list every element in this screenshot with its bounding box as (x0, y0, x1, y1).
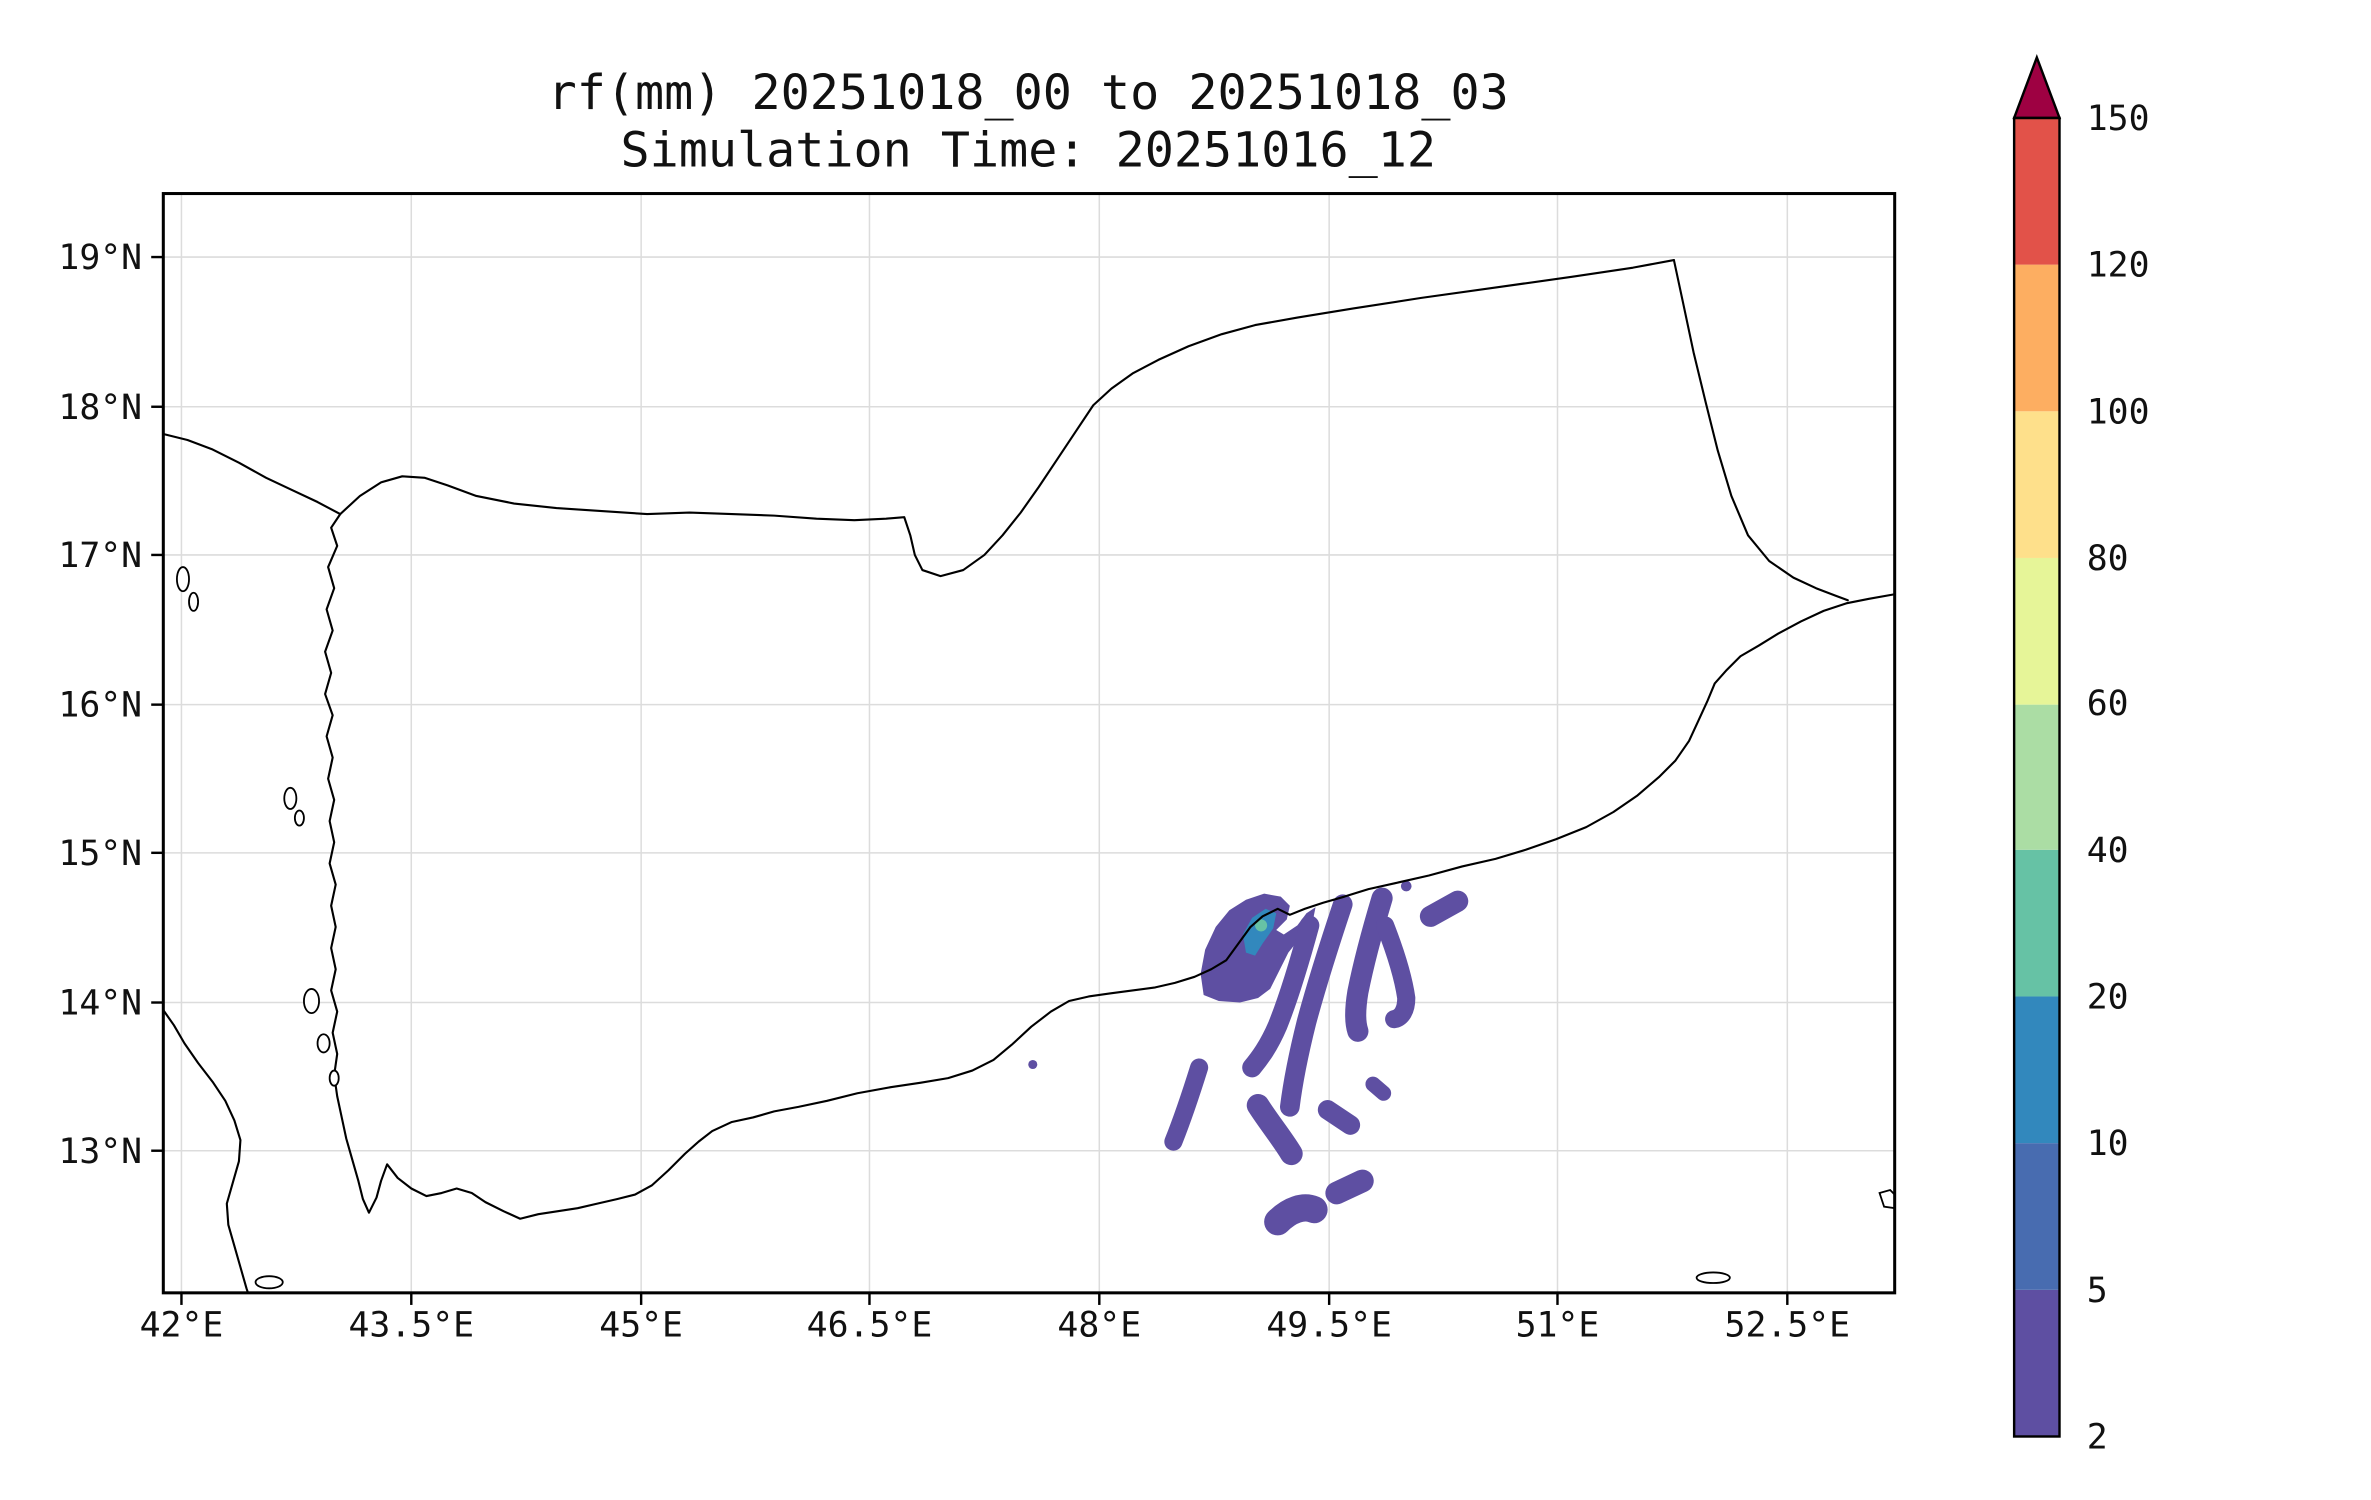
coastline-arabian-south (163, 432, 1895, 1220)
rain-streak (1164, 1058, 1209, 1151)
coastlines-borders (163, 259, 1895, 1293)
y-axis-tick-label: 17°N (58, 536, 142, 576)
y-axis-tick-label: 18°N (58, 388, 142, 428)
colorbar-tick-label: 2 (2087, 1418, 2108, 1458)
colorbar-segment (2014, 557, 2060, 705)
island (1695, 1271, 1731, 1284)
island (254, 1275, 284, 1290)
x-axis-tick-label: 42°E (140, 1306, 224, 1346)
rain-patch-offshore (1419, 890, 1469, 927)
rain-patch (1365, 1076, 1392, 1101)
axis-ticks (151, 255, 1789, 1305)
colorbar-tick-label: 40 (2087, 831, 2129, 871)
y-axis-tick-label: 19°N (58, 238, 142, 278)
border-yemen-saudi (339, 259, 1675, 578)
rain-patch-core (1242, 908, 1277, 956)
rain-dot (1028, 1059, 1038, 1070)
island (1878, 1189, 1895, 1210)
colorbar-tick-label: 80 (2087, 539, 2129, 579)
colorbar-tick-label: 120 (2087, 246, 2150, 286)
x-axis-tick-label: 48°E (1057, 1306, 1141, 1346)
colorbar-tick-label: 150 (2087, 99, 2150, 139)
y-axis-labels: 19°N 18°N 17°N 16°N 15°N 14°N 13°N (58, 238, 142, 1172)
x-axis-tick-label: 43.5°E (348, 1306, 474, 1346)
coastline-africa (163, 1009, 250, 1293)
colorbar-segment (2014, 849, 2060, 997)
island (188, 591, 199, 612)
island (316, 1033, 331, 1054)
rain-patches (1028, 880, 1469, 1236)
island (303, 988, 320, 1015)
y-axis-tick-label: 14°N (58, 984, 142, 1024)
map-frame (161, 192, 1897, 1295)
island (293, 809, 305, 827)
colorbar-tick-label: 100 (2087, 392, 2150, 432)
colorbar-tick-label: 20 (2087, 978, 2129, 1018)
colorbar-tick-label: 60 (2087, 684, 2129, 724)
y-axis-tick-label: 15°N (58, 834, 142, 874)
x-axis-tick-label: 45°E (599, 1306, 683, 1346)
colorbar-segment (2014, 117, 2060, 265)
y-axis-tick-label: 13°N (58, 1132, 142, 1172)
rain-streak (1242, 915, 1320, 1078)
colorbar-extend-arrow (2012, 54, 2062, 120)
x-axis-labels: 42°E 43.5°E 45°E 46.5°E 48°E 49.5°E 51°E… (140, 1306, 1851, 1346)
colorbar-segment (2014, 704, 2060, 850)
colorbar-segment (2014, 996, 2060, 1144)
x-axis-tick-label: 49.5°E (1266, 1306, 1392, 1346)
rain-patch (1317, 1100, 1361, 1135)
colorbar-segment (2014, 1143, 2060, 1290)
island (176, 566, 190, 593)
colorbar-tick-label: 5 (2087, 1271, 2108, 1311)
y-axis-tick-label: 16°N (58, 686, 142, 726)
x-axis-tick-label: 51°E (1516, 1306, 1600, 1346)
x-axis-tick-label: 46.5°E (807, 1306, 933, 1346)
grid-lines (163, 193, 1895, 1293)
rain-streak (1345, 887, 1393, 1042)
colorbar-tick-label: 10 (2087, 1124, 2129, 1164)
colorbar-segment (2014, 1289, 2060, 1437)
rain-streak (1280, 894, 1353, 1117)
rain-dot (1400, 880, 1412, 892)
rain-patch-peak (1255, 919, 1268, 932)
colorbar-outline (2012, 116, 2061, 1438)
colorbar: 150 120 100 80 60 40 20 10 5 2 (2012, 54, 2150, 1458)
x-axis-tick-label: 52.5°E (1725, 1306, 1851, 1346)
island (283, 786, 298, 810)
rain-patch (1264, 1194, 1328, 1236)
rain-patch (1246, 1094, 1303, 1166)
rain-streak (1376, 916, 1416, 1029)
map-content (163, 259, 1895, 1293)
colorbar-segment (2014, 264, 2060, 412)
colorbar-segment (2014, 411, 2060, 558)
rain-patch (1325, 1169, 1374, 1205)
plot-title: rf(mm) 20251018_00 to 20251018_03 (548, 65, 1509, 121)
island (328, 1069, 340, 1087)
plot-subtitle: Simulation Time: 20251016_12 (620, 122, 1435, 178)
border-oman (1672, 259, 1849, 602)
